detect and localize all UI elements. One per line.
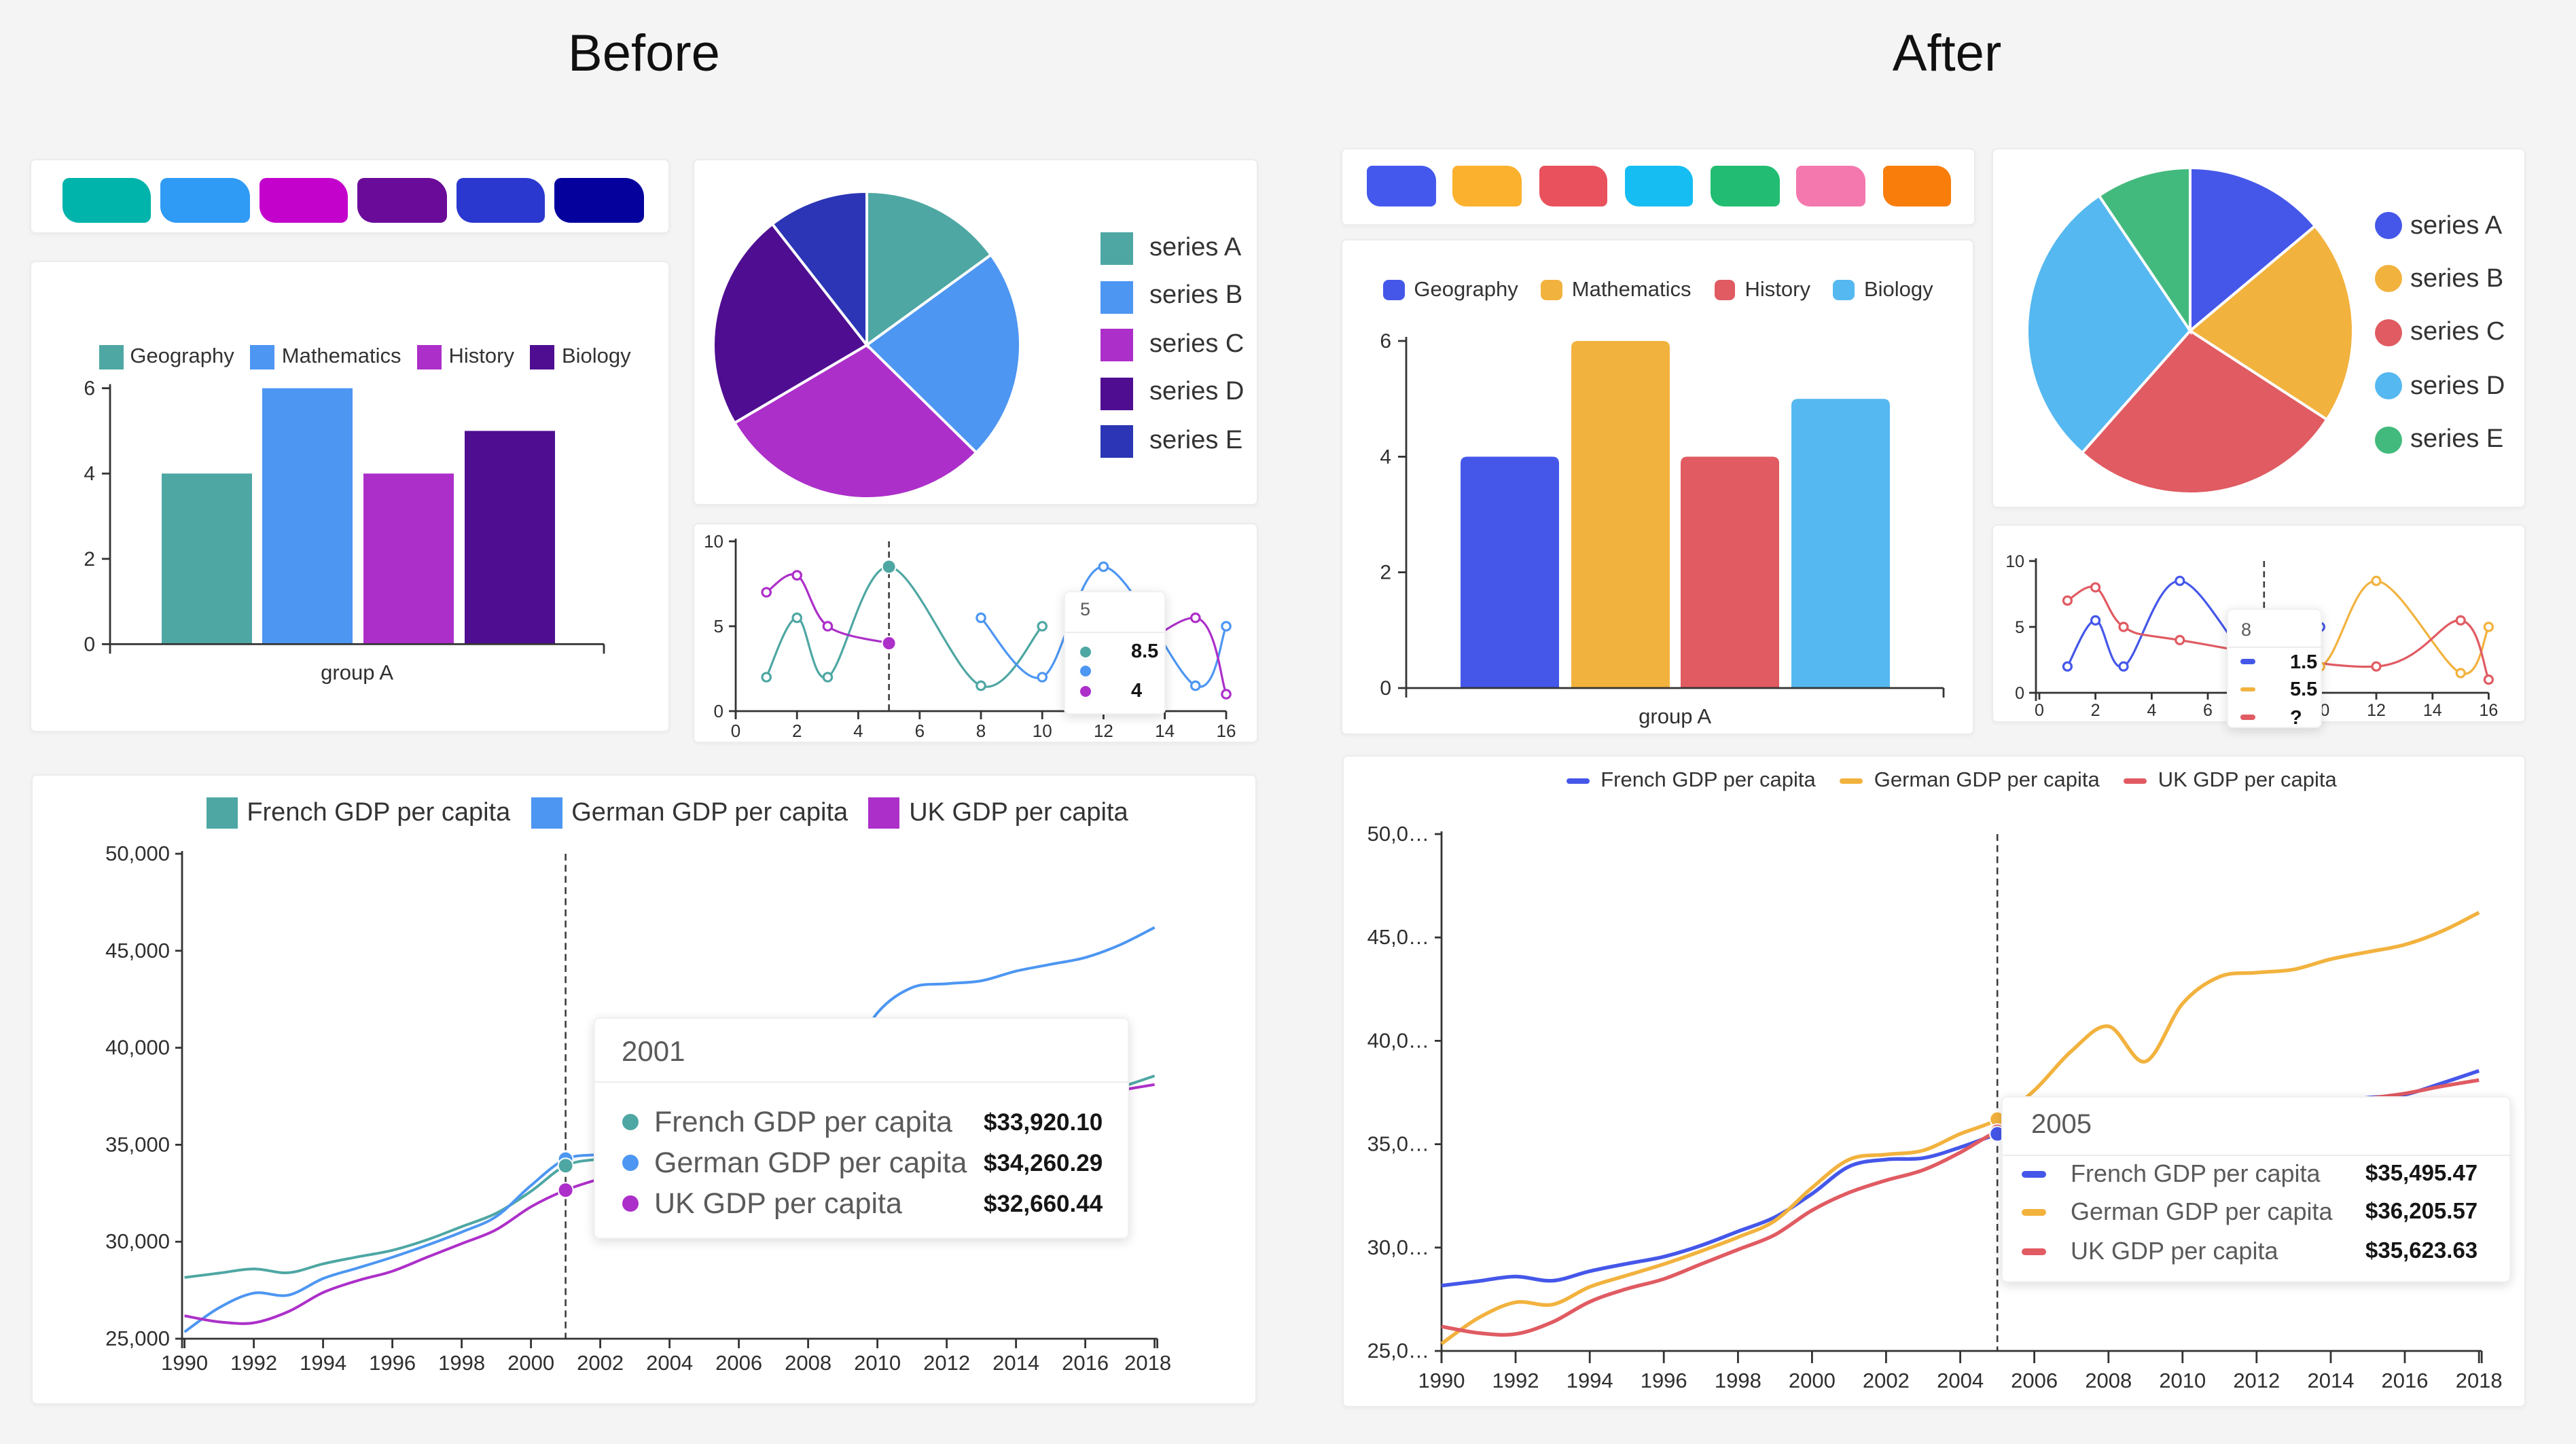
svg-text:2018: 2018 (1124, 1350, 1171, 1374)
svg-text:45,000: 45,000 (105, 938, 170, 962)
svg-text:50,0…: 50,0… (1367, 821, 1429, 845)
svg-text:2: 2 (791, 721, 801, 741)
svg-text:1992: 1992 (230, 1350, 277, 1374)
svg-text:2006: 2006 (2011, 1368, 2058, 1392)
svg-text:14: 14 (2423, 701, 2442, 720)
svg-text:0: 0 (713, 701, 723, 721)
svg-text:0: 0 (2015, 684, 2024, 703)
svg-text:2012: 2012 (923, 1350, 970, 1374)
svg-text:16: 16 (1216, 721, 1236, 741)
svg-text:0: 0 (84, 632, 95, 655)
svg-text:1992: 1992 (1492, 1368, 1539, 1392)
svg-text:14: 14 (1154, 721, 1174, 741)
svg-text:2004: 2004 (1937, 1368, 1984, 1392)
svg-text:1998: 1998 (438, 1350, 485, 1374)
svg-text:35,0…: 35,0… (1367, 1132, 1429, 1155)
svg-text:1990: 1990 (1418, 1368, 1465, 1392)
svg-text:12: 12 (2367, 701, 2386, 720)
svg-text:10: 10 (1032, 721, 1052, 741)
svg-text:2012: 2012 (2233, 1368, 2280, 1392)
svg-text:4: 4 (84, 462, 95, 484)
svg-text:2: 2 (2091, 701, 2100, 720)
svg-text:2008: 2008 (785, 1350, 831, 1374)
svg-text:2018: 2018 (2456, 1368, 2503, 1392)
svg-text:2002: 2002 (577, 1350, 624, 1374)
svg-text:8: 8 (976, 721, 985, 741)
svg-text:2002: 2002 (1863, 1368, 1910, 1392)
svg-text:2014: 2014 (992, 1350, 1039, 1374)
svg-text:2010: 2010 (2159, 1368, 2206, 1392)
svg-text:12: 12 (1093, 721, 1113, 741)
svg-text:6: 6 (84, 377, 95, 399)
svg-text:0: 0 (730, 721, 740, 741)
svg-text:45,0…: 45,0… (1367, 924, 1429, 948)
svg-text:1996: 1996 (369, 1350, 416, 1374)
svg-text:6: 6 (2203, 701, 2213, 720)
svg-text:6: 6 (914, 721, 924, 741)
svg-text:30,0…: 30,0… (1367, 1235, 1429, 1259)
svg-text:2006: 2006 (715, 1350, 762, 1374)
svg-text:6: 6 (1379, 329, 1391, 352)
svg-text:1998: 1998 (1715, 1368, 1761, 1392)
svg-text:30,000: 30,000 (105, 1229, 170, 1252)
svg-text:2010: 2010 (854, 1350, 901, 1374)
svg-text:1994: 1994 (300, 1350, 346, 1374)
svg-text:group A: group A (321, 660, 393, 683)
svg-text:4: 4 (853, 721, 862, 741)
svg-text:50,000: 50,000 (105, 841, 170, 865)
svg-text:4: 4 (1379, 445, 1391, 467)
svg-text:2000: 2000 (1789, 1368, 1836, 1392)
svg-text:1996: 1996 (1641, 1368, 1687, 1392)
svg-text:35,000: 35,000 (105, 1132, 170, 1155)
svg-text:10: 10 (703, 531, 723, 552)
svg-text:5: 5 (2015, 618, 2024, 637)
svg-text:2014: 2014 (2308, 1368, 2355, 1392)
svg-text:0: 0 (2035, 701, 2044, 720)
svg-text:2016: 2016 (2382, 1368, 2429, 1392)
svg-text:2004: 2004 (646, 1350, 693, 1374)
svg-text:1990: 1990 (161, 1350, 208, 1374)
svg-text:0: 0 (1379, 676, 1391, 699)
svg-text:2016: 2016 (1062, 1350, 1109, 1374)
svg-text:40,000: 40,000 (105, 1035, 170, 1059)
svg-text:2: 2 (84, 547, 95, 570)
svg-text:10: 10 (2005, 552, 2024, 571)
svg-text:5: 5 (713, 616, 723, 636)
svg-text:group A: group A (1638, 704, 1711, 727)
svg-text:25,000: 25,000 (105, 1326, 170, 1350)
svg-text:25,0…: 25,0… (1367, 1338, 1429, 1362)
svg-text:2008: 2008 (2085, 1368, 2132, 1392)
svg-text:2000: 2000 (507, 1350, 554, 1374)
svg-text:2: 2 (1379, 561, 1391, 583)
svg-text:16: 16 (2479, 701, 2498, 720)
svg-text:40,0…: 40,0… (1367, 1028, 1429, 1051)
svg-text:1994: 1994 (1567, 1368, 1613, 1392)
svg-text:4: 4 (2147, 701, 2156, 720)
